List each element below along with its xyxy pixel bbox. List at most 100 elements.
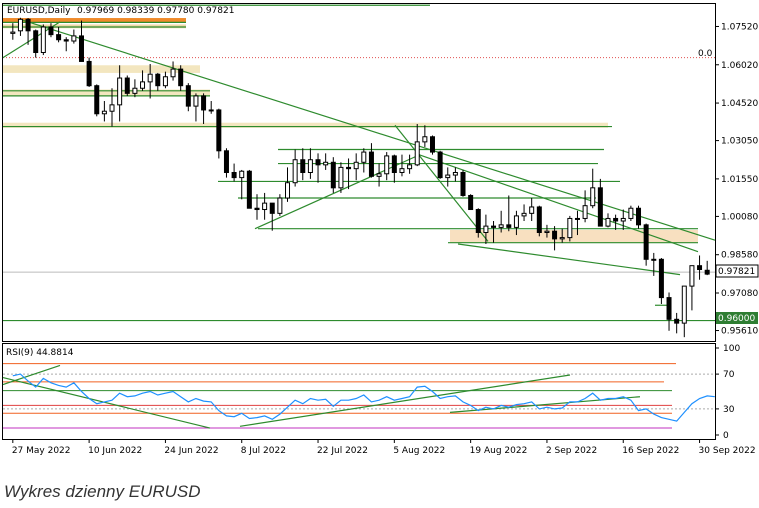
candle: [178, 65, 184, 91]
price-tick-label: 1.03050: [721, 137, 758, 147]
candle: [239, 169, 245, 200]
zone-3: [3, 122, 608, 128]
candle: [208, 101, 214, 114]
candle-body: [704, 269, 710, 275]
candle-body: [48, 26, 54, 36]
candle-body: [94, 85, 100, 115]
candle: [94, 84, 100, 117]
time-tick-label: 30 Sep 2022: [699, 446, 756, 456]
candle-body: [277, 197, 283, 214]
candle: [613, 214, 619, 230]
candle: [155, 72, 161, 91]
candle: [506, 195, 512, 232]
candle-body: [567, 217, 573, 239]
candle-body: [590, 187, 596, 207]
rsi-tick-label: 0: [723, 431, 729, 441]
candle-body: [338, 166, 344, 189]
rsi-tick-label: 70: [723, 370, 735, 380]
support-resistance-zones: [3, 18, 698, 243]
candle: [124, 75, 130, 96]
zone-0: [3, 24, 186, 29]
candle-body: [574, 217, 580, 220]
candle-body: [475, 209, 481, 233]
candle: [48, 23, 54, 38]
candle-body: [140, 81, 146, 89]
candle-body: [681, 285, 687, 324]
candle-body: [414, 141, 420, 166]
candle: [117, 65, 123, 122]
candle: [483, 214, 489, 244]
candle: [590, 168, 596, 209]
candle: [674, 312, 680, 334]
candle: [33, 29, 39, 58]
candle: [681, 285, 687, 338]
candle: [315, 153, 321, 183]
price-tick-label: 0.95610: [721, 327, 758, 337]
candle-body: [63, 39, 69, 42]
candle-body: [368, 151, 374, 177]
trend-line-1: [19, 18, 716, 241]
candle: [697, 255, 703, 280]
candle: [643, 223, 649, 266]
candle-body: [56, 34, 62, 41]
candle-body: [620, 217, 626, 222]
candle-body: [33, 30, 39, 54]
candle-body: [170, 68, 176, 78]
candle-body: [376, 173, 382, 177]
ohlc-label: 0.97969 0.98339 0.97780 0.97821: [77, 6, 234, 16]
trend-line-5: [457, 243, 681, 276]
rsi-panel-frame: [2, 343, 716, 440]
candle-body: [651, 258, 657, 261]
candle-body: [697, 265, 703, 271]
candle: [269, 202, 275, 231]
candle: [17, 17, 23, 36]
candle: [147, 63, 153, 99]
candle-body: [246, 170, 252, 209]
time-tick-label: 22 Jul 2022: [317, 446, 368, 456]
candle-body: [452, 172, 458, 176]
candle: [544, 224, 550, 238]
candle: [559, 228, 565, 243]
candle: [597, 178, 603, 227]
level-badge-bg: [716, 312, 758, 324]
candle: [262, 192, 268, 220]
candle-body: [513, 215, 519, 228]
candle: [277, 194, 283, 216]
candle: [582, 190, 588, 223]
candle-body: [17, 18, 23, 32]
candle-body: [498, 224, 504, 228]
last-price-badge-label: 0.97821: [718, 267, 755, 277]
candle-body: [40, 26, 46, 54]
rsi-trend-3: [449, 396, 641, 413]
candle-body: [658, 258, 664, 299]
candle: [666, 292, 672, 331]
candle: [292, 149, 298, 187]
candle: [567, 215, 573, 242]
price-tick-label: 0.97080: [721, 289, 758, 299]
candle-body: [223, 150, 229, 173]
trend-lines: [2, 4, 716, 322]
candle: [384, 152, 390, 181]
candle: [452, 167, 458, 182]
candle: [101, 101, 107, 122]
candle-body: [361, 151, 367, 163]
candle: [414, 123, 420, 167]
candle-body: [208, 109, 214, 112]
candle-body: [155, 73, 161, 87]
candle: [307, 148, 313, 179]
candle: [651, 252, 657, 276]
candle: [491, 221, 497, 243]
candle: [71, 29, 77, 44]
rsi-trend-1: [2, 376, 211, 429]
candle: [231, 163, 237, 182]
trend-line-4: [414, 152, 699, 253]
candle-body: [460, 172, 466, 196]
candle: [223, 148, 229, 178]
candle: [704, 260, 710, 276]
rsi-tick-label: 100: [723, 344, 740, 354]
candle-body: [582, 205, 588, 219]
candle-body: [628, 207, 634, 219]
candle-body: [239, 170, 245, 179]
candle: [658, 258, 664, 304]
candle-body: [597, 187, 603, 227]
